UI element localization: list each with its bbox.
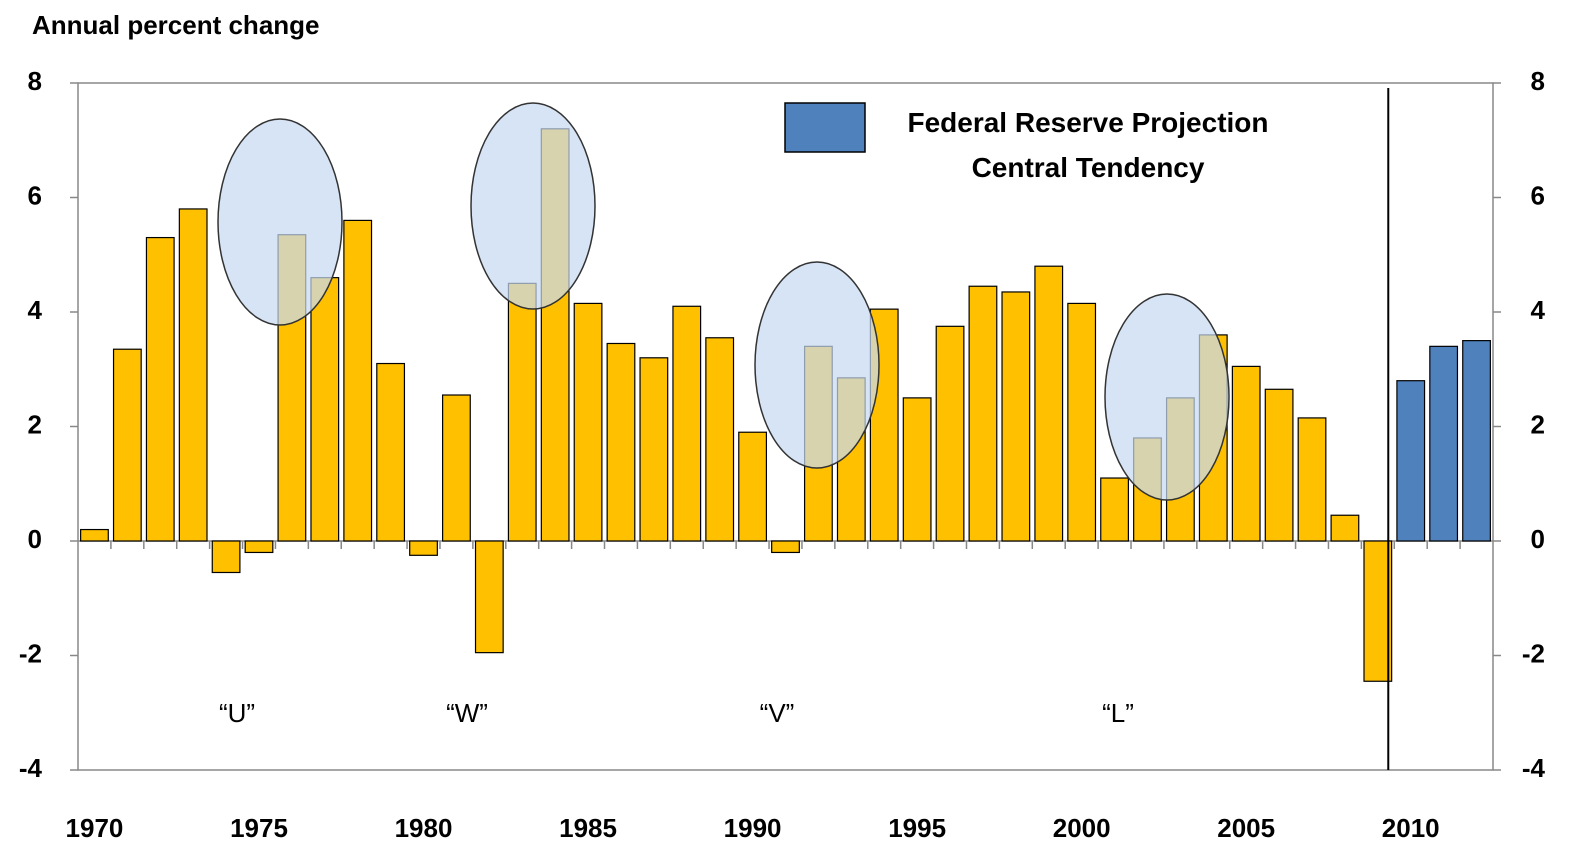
bar bbox=[474, 540, 504, 654]
bar bbox=[211, 540, 241, 574]
y-tick-label: -4 bbox=[19, 753, 43, 783]
x-tick-label: 2000 bbox=[1053, 813, 1111, 843]
bar bbox=[409, 540, 438, 556]
bar bbox=[1396, 380, 1426, 542]
bar bbox=[968, 285, 998, 542]
bar bbox=[1429, 345, 1459, 542]
annotation: “V” bbox=[760, 698, 795, 728]
x-tick-label: 1970 bbox=[66, 813, 124, 843]
bar bbox=[606, 342, 636, 542]
x-tick-label: 1995 bbox=[888, 813, 946, 843]
annotation: “W” bbox=[446, 698, 488, 728]
bar bbox=[902, 397, 932, 542]
bar bbox=[1330, 514, 1360, 542]
y-tick-label: 0 bbox=[28, 524, 42, 554]
bar bbox=[573, 302, 603, 542]
bar bbox=[80, 528, 109, 542]
bar bbox=[1264, 388, 1294, 542]
bar bbox=[935, 325, 965, 542]
x-tick-label: 1985 bbox=[559, 813, 617, 843]
highlight-ellipse bbox=[754, 261, 880, 469]
x-tick-label: 2010 bbox=[1382, 813, 1440, 843]
bar bbox=[145, 236, 175, 542]
x-tick-label: 2005 bbox=[1217, 813, 1275, 843]
bar bbox=[1462, 340, 1491, 542]
y2-tick-label: -4 bbox=[1522, 753, 1546, 783]
bar bbox=[1034, 265, 1064, 542]
bar bbox=[343, 219, 373, 542]
bar bbox=[178, 208, 208, 542]
x-tick-label: 1980 bbox=[395, 813, 453, 843]
y2-tick-label: 4 bbox=[1531, 295, 1546, 325]
bar bbox=[1100, 477, 1129, 542]
chart-title: Annual percent change bbox=[32, 10, 320, 40]
bar bbox=[705, 337, 735, 542]
bar bbox=[639, 357, 669, 542]
bar bbox=[738, 431, 768, 542]
legend-swatch bbox=[784, 102, 866, 153]
y-tick-label: 8 bbox=[28, 66, 42, 96]
y2-tick-label: -2 bbox=[1522, 638, 1545, 668]
bar bbox=[1001, 291, 1031, 542]
y-tick-label: 2 bbox=[28, 409, 42, 439]
legend-label: Federal Reserve Projection Central Tende… bbox=[907, 107, 1269, 183]
bar bbox=[244, 540, 274, 554]
y-tick-label: -2 bbox=[19, 638, 42, 668]
bar bbox=[672, 305, 702, 542]
y-tick-label: 6 bbox=[28, 180, 42, 210]
x-tick-label: 1990 bbox=[724, 813, 782, 843]
y2-tick-label: 8 bbox=[1531, 66, 1545, 96]
annotation: “L” bbox=[1102, 698, 1134, 728]
bar bbox=[507, 282, 537, 542]
bar bbox=[869, 308, 899, 542]
highlight-ellipse bbox=[1104, 293, 1230, 501]
highlight-ellipse bbox=[217, 118, 343, 326]
bar bbox=[442, 394, 471, 542]
bar bbox=[1297, 417, 1327, 542]
x-tick-label: 1975 bbox=[230, 813, 288, 843]
y-tick-label: 4 bbox=[28, 295, 43, 325]
bar bbox=[112, 348, 142, 542]
highlight-ellipse bbox=[470, 102, 596, 310]
bar bbox=[1231, 365, 1261, 542]
bar bbox=[310, 277, 340, 542]
y2-tick-label: 2 bbox=[1531, 409, 1545, 439]
y2-tick-label: 6 bbox=[1531, 180, 1545, 210]
annotation: “U” bbox=[219, 698, 255, 728]
bar bbox=[1067, 302, 1097, 542]
y2-tick-label: 0 bbox=[1531, 524, 1545, 554]
bar bbox=[771, 540, 800, 554]
bar bbox=[376, 362, 406, 542]
bar bbox=[1363, 540, 1393, 682]
